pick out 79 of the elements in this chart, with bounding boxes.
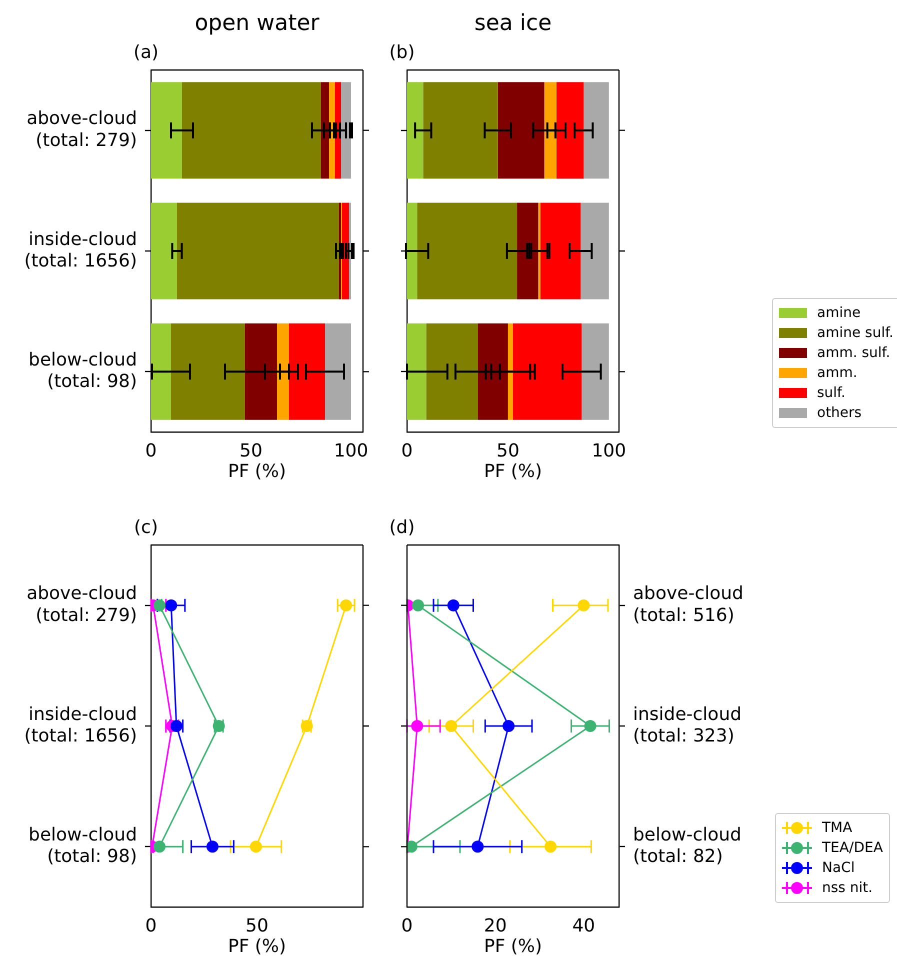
point [544, 840, 557, 853]
y-tick-label: above-cloud (total: 279) [26, 583, 137, 626]
x-tick-label: 100 [592, 440, 626, 462]
point [578, 599, 590, 612]
x-tick-label: 50 [240, 440, 262, 462]
y-tick-label: above-cloud (total: 279) [26, 108, 137, 151]
bar [289, 323, 325, 420]
bar [540, 202, 581, 300]
bar [544, 82, 556, 179]
text: (d) [389, 517, 415, 538]
x-tick-label: 0 [401, 440, 413, 462]
bar [580, 202, 609, 300]
bar [423, 82, 498, 179]
bar [325, 323, 351, 420]
point [502, 720, 515, 732]
x-tick-label: 50 [496, 440, 520, 462]
point [153, 840, 166, 853]
point [165, 599, 178, 612]
x-axis-title: PF (%) [484, 460, 542, 482]
text: (b) [389, 42, 415, 63]
x-axis-title: PF (%) [228, 460, 286, 482]
bar [517, 202, 538, 300]
bar [582, 323, 609, 420]
bar [151, 82, 182, 179]
legend-label: others [817, 405, 862, 421]
chart-title: open water [194, 11, 320, 36]
text: (a) [133, 42, 159, 63]
y-tick-label: inside-cloud (total: 1656) [24, 704, 137, 746]
bar [498, 82, 544, 179]
bar [151, 202, 177, 300]
legend-label: amm. [817, 365, 858, 381]
bar [407, 82, 424, 179]
x-tick-label: 40 [572, 915, 596, 936]
y-tick-label: below-cloud (total: 98) [28, 350, 137, 392]
bar [321, 82, 329, 179]
bar [341, 82, 351, 179]
bar [277, 323, 289, 420]
legend-label: NaCl [822, 860, 855, 876]
bar [407, 323, 426, 420]
bar [513, 323, 582, 420]
x-tick-label: 0 [401, 915, 413, 936]
x-axis-title: PF (%) [228, 936, 286, 957]
bar [245, 323, 277, 420]
legend-label: TMA [822, 820, 852, 836]
bar [177, 202, 339, 300]
text: (c) [134, 517, 158, 538]
point [584, 720, 596, 732]
point [472, 840, 484, 853]
bar [182, 82, 321, 179]
x-tick-label: 0 [145, 915, 157, 936]
bar [417, 202, 518, 300]
bar [426, 323, 478, 420]
chart-title: sea ice [474, 11, 552, 36]
bar [171, 323, 245, 420]
x-tick-label: 100 [334, 440, 368, 462]
legend-label: TEA/DEA [822, 840, 883, 856]
x-tick-label: 20 [484, 915, 507, 936]
bar [478, 323, 508, 420]
legend-label: amine [817, 305, 861, 321]
y2-tick-label: inside-cloud (total: 323) [633, 704, 742, 746]
y2-tick-label: above-cloud (total: 516) [633, 583, 744, 626]
x-tick-label: 50 [246, 915, 268, 936]
bar [584, 82, 609, 179]
bar [407, 202, 418, 300]
y-tick-label: inside-cloud (total: 1656) [24, 228, 137, 272]
legend-label: sulf. [817, 385, 846, 401]
point [206, 840, 218, 853]
y2-tick-label: below-cloud (total: 82) [633, 824, 742, 868]
bar [556, 82, 584, 179]
point [447, 599, 460, 612]
legend-label: amm. sulf. [817, 345, 890, 361]
y-tick-label: below-cloud (total: 98) [28, 824, 137, 868]
x-axis-title: PF (%) [484, 936, 542, 957]
bar [508, 323, 513, 420]
x-tick-label: 0 [145, 440, 157, 462]
legend-label: nss nit. [822, 880, 873, 896]
point [445, 720, 458, 732]
legend-label: amine sulf. [817, 325, 894, 341]
bar [151, 323, 171, 420]
